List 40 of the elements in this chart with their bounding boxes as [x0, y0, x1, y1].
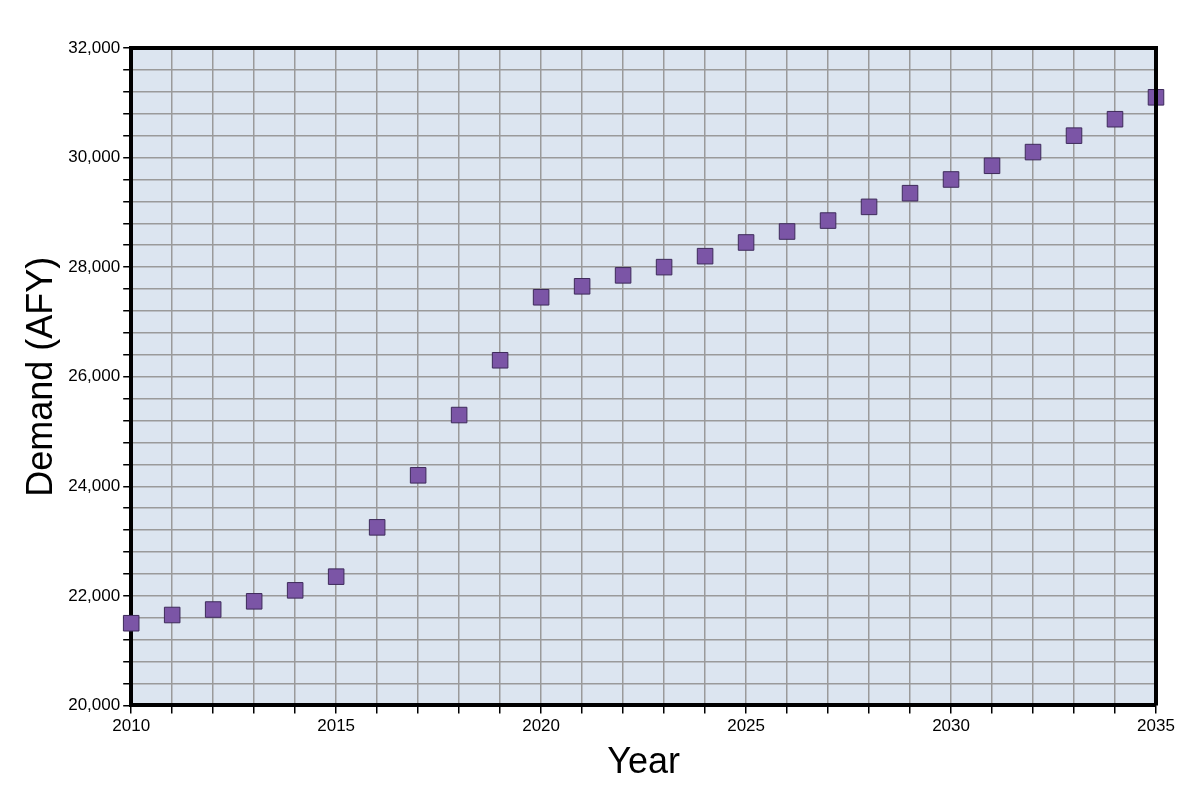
point	[573, 278, 591, 295]
point	[163, 606, 181, 624]
point	[819, 212, 837, 229]
point	[409, 467, 427, 484]
point	[901, 184, 919, 202]
y-tick-label: 30,000	[68, 147, 121, 167]
point	[1024, 143, 1042, 161]
x-axis-title: Year	[607, 740, 680, 782]
point	[942, 171, 960, 188]
point	[491, 351, 509, 369]
point	[778, 223, 796, 240]
point	[122, 614, 140, 632]
point	[368, 519, 386, 536]
point	[450, 406, 468, 424]
point	[1106, 110, 1124, 128]
point	[614, 267, 632, 284]
point	[245, 593, 263, 610]
x-tick-label: 2010	[112, 716, 151, 736]
x-tick-label: 2020	[522, 716, 561, 736]
point	[532, 288, 550, 306]
x-tick-label: 2025	[727, 716, 765, 736]
point	[655, 258, 673, 276]
point	[1065, 127, 1083, 144]
y-tick-label: 20,000	[68, 695, 121, 715]
point	[983, 157, 1001, 175]
y-axis-title: Demand (AFY)	[18, 256, 60, 497]
point	[860, 198, 878, 216]
y-tick-label: 32,000	[68, 37, 121, 57]
point	[204, 601, 222, 618]
point	[286, 582, 304, 599]
x-tick-label: 2030	[932, 716, 970, 736]
x-tick-label: 2035	[1137, 716, 1175, 736]
point	[696, 247, 714, 265]
y-tick-label: 26,000	[68, 366, 121, 386]
y-tick-label: 22,000	[68, 585, 121, 605]
point	[327, 568, 345, 585]
y-tick-label: 24,000	[68, 475, 121, 495]
y-tick-label: 28,000	[68, 256, 121, 276]
point	[737, 234, 755, 251]
x-tick-label: 2015	[317, 716, 356, 736]
